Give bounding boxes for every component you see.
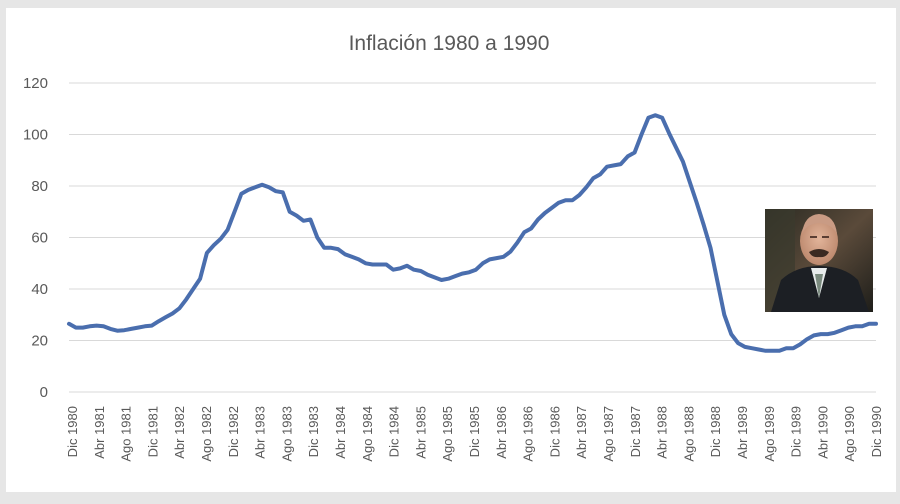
x-tick-label: Abr 1983 — [253, 406, 268, 459]
x-tick-label: Abr 1989 — [735, 406, 750, 459]
x-tick-label: Dic 1986 — [547, 406, 562, 457]
x-axis-ticks: Dic 1980 Abr 1981 Ago 1981 Dic 1981 Abr 1982… — [65, 406, 884, 462]
x-tick-label: Dic 1990 — [869, 406, 884, 457]
y-tick-label: 100 — [23, 127, 48, 144]
x-tick-label: Abr 1981 — [92, 406, 107, 459]
x-tick-label: Dic 1989 — [789, 406, 804, 457]
x-tick-label: Ago 1984 — [360, 406, 375, 462]
x-tick-label: Dic 1984 — [387, 406, 402, 457]
x-tick-label: Ago 1989 — [762, 406, 777, 462]
y-tick-label: 80 — [31, 178, 48, 195]
x-tick-label: Ago 1985 — [440, 406, 455, 462]
chart-panel: Inflación 1980 a 1990 0 20 40 60 80 100 120 Di… — [6, 8, 896, 492]
x-tick-label: Dic 1983 — [306, 406, 321, 457]
x-tick-label: Abr 1985 — [413, 406, 428, 459]
x-tick-label: Dic 1981 — [145, 406, 160, 457]
x-tick-label: Dic 1987 — [628, 406, 643, 457]
y-tick-label: 0 — [40, 384, 48, 401]
line-chart: Inflación 1980 a 1990 0 20 40 60 80 100 120 Di… — [23, 32, 884, 462]
y-axis-ticks: 0 20 40 60 80 100 120 — [23, 75, 48, 401]
x-tick-label: Abr 1990 — [815, 406, 830, 459]
x-tick-label: Abr 1982 — [172, 406, 187, 459]
x-tick-label: Ago 1988 — [681, 406, 696, 462]
gridlines — [69, 82, 876, 393]
series-group — [67, 113, 878, 353]
y-tick-label: 20 — [31, 333, 48, 350]
series-line — [67, 113, 878, 353]
portrait-image — [765, 209, 873, 312]
x-tick-label: Ago 1981 — [119, 406, 134, 462]
x-tick-label: Ago 1983 — [279, 406, 294, 462]
y-tick-label: 60 — [31, 230, 48, 247]
x-tick-label: Abr 1986 — [494, 406, 509, 459]
x-tick-label: Abr 1984 — [333, 406, 348, 459]
y-tick-label: 120 — [23, 75, 48, 92]
x-tick-label: Dic 1985 — [467, 406, 482, 457]
x-tick-label: Ago 1982 — [199, 406, 214, 462]
x-tick-label: Ago 1987 — [601, 406, 616, 462]
x-tick-label: Dic 1988 — [708, 406, 723, 457]
x-tick-label: Abr 1988 — [655, 406, 670, 459]
y-tick-label: 40 — [31, 281, 48, 298]
x-tick-label: Ago 1986 — [521, 406, 536, 462]
x-tick-label: Dic 1980 — [65, 406, 80, 457]
x-tick-label: Abr 1987 — [574, 406, 589, 459]
chart-title: Inflación 1980 a 1990 — [349, 32, 550, 55]
x-tick-label: Dic 1982 — [226, 406, 241, 457]
x-tick-label: Ago 1990 — [842, 406, 857, 462]
